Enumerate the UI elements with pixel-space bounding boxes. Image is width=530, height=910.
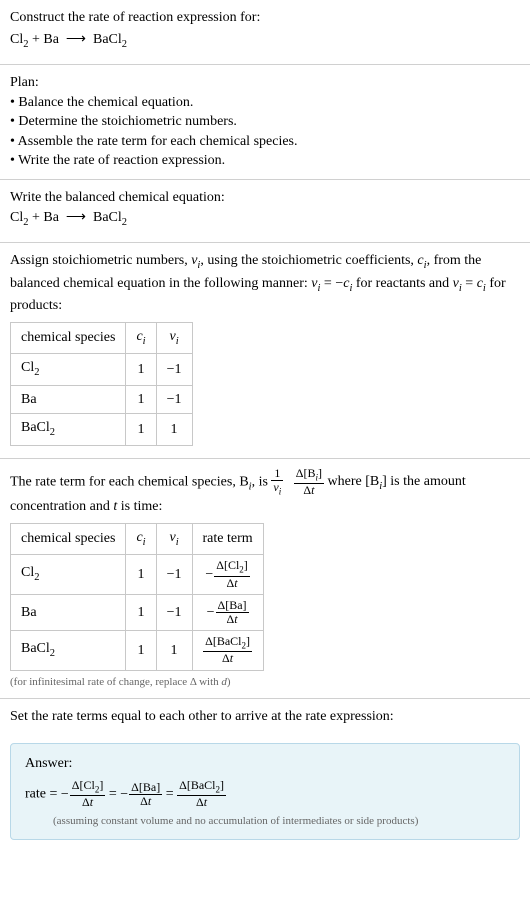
balanced-equation: Cl2 + Ba ⟶ BaCl2 bbox=[10, 208, 520, 230]
plan-item: • Assemble the rate term for each chemic… bbox=[10, 132, 520, 152]
plan-item: • Balance the chemical equation. bbox=[10, 93, 520, 113]
table-row: Cl2 1 −1 bbox=[11, 354, 193, 385]
table-row: Ba 1 −1 −Δ[Ba]Δt bbox=[11, 594, 264, 630]
cell-c: 1 bbox=[126, 354, 156, 385]
stoich-table: chemical species ci νi Cl2 1 −1 Ba 1 −1 … bbox=[10, 322, 193, 446]
table-row: chemical species ci νi rate term bbox=[11, 523, 264, 554]
cell-rate: Δ[BaCl2]Δt bbox=[192, 631, 263, 670]
header-section: Construct the rate of reaction expressio… bbox=[0, 0, 530, 65]
table-row: BaCl2 1 1 Δ[BaCl2]Δt bbox=[11, 631, 264, 670]
cell-nu: −1 bbox=[156, 555, 192, 594]
cell-nu: 1 bbox=[156, 414, 192, 445]
col-rate: rate term bbox=[192, 523, 263, 554]
cell-nu: 1 bbox=[156, 631, 192, 670]
rateterm-intro: The rate term for each chemical species,… bbox=[10, 467, 520, 517]
cell-species: Cl2 bbox=[11, 555, 126, 594]
answer-note: (assuming constant volume and no accumul… bbox=[53, 814, 505, 829]
cell-c: 1 bbox=[126, 555, 156, 594]
prompt-text: Construct the rate of reaction expressio… bbox=[10, 8, 520, 28]
header-equation: Cl2 + Ba ⟶ BaCl2 bbox=[10, 30, 520, 52]
plan-item: • Determine the stoichiometric numbers. bbox=[10, 112, 520, 132]
cell-nu: −1 bbox=[156, 385, 192, 414]
cell-c: 1 bbox=[126, 414, 156, 445]
cell-c: 1 bbox=[126, 631, 156, 670]
cell-c: 1 bbox=[126, 594, 156, 630]
rateterm-table: chemical species ci νi rate term Cl2 1 −… bbox=[10, 523, 264, 671]
table-row: Cl2 1 −1 −Δ[Cl2]Δt bbox=[11, 555, 264, 594]
rateterm-section: The rate term for each chemical species,… bbox=[0, 459, 530, 699]
balanced-section: Write the balanced chemical equation: Cl… bbox=[0, 180, 530, 243]
table-row: chemical species ci νi bbox=[11, 322, 193, 353]
cell-species: Ba bbox=[11, 385, 126, 414]
table-row: Ba 1 −1 bbox=[11, 385, 193, 414]
col-nu: νi bbox=[156, 322, 192, 353]
cell-c: 1 bbox=[126, 385, 156, 414]
plan-section: Plan: • Balance the chemical equation. •… bbox=[0, 65, 530, 180]
frac-1-over-nu: 1 νi bbox=[271, 467, 283, 497]
cell-species: Ba bbox=[11, 594, 126, 630]
frac-delta-b: Δ[Bi] Δt bbox=[294, 467, 324, 497]
answer-rate-expression: rate = −Δ[Cl2]Δt = −Δ[Ba]Δt = Δ[BaCl2]Δt bbox=[25, 779, 505, 809]
answer-box: Answer: rate = −Δ[Cl2]Δt = −Δ[Ba]Δt = Δ[… bbox=[10, 743, 520, 840]
cell-nu: −1 bbox=[156, 354, 192, 385]
plan-title: Plan: bbox=[10, 73, 520, 93]
stoich-section: Assign stoichiometric numbers, νi, using… bbox=[0, 243, 530, 459]
cell-rate: −Δ[Cl2]Δt bbox=[192, 555, 263, 594]
answer-title: Answer: bbox=[25, 754, 505, 774]
col-c: ci bbox=[126, 523, 156, 554]
col-c: ci bbox=[126, 322, 156, 353]
table-row: BaCl2 1 1 bbox=[11, 414, 193, 445]
final-intro: Set the rate terms equal to each other t… bbox=[10, 707, 520, 727]
cell-nu: −1 bbox=[156, 594, 192, 630]
cell-species: Cl2 bbox=[11, 354, 126, 385]
balanced-intro: Write the balanced chemical equation: bbox=[10, 188, 520, 208]
cell-rate: −Δ[Ba]Δt bbox=[192, 594, 263, 630]
rate-term-ba: Δ[Ba]Δt bbox=[129, 781, 162, 808]
col-species: chemical species bbox=[11, 523, 126, 554]
plan-item: • Write the rate of reaction expression. bbox=[10, 151, 520, 171]
col-nu: νi bbox=[156, 523, 192, 554]
rate-label: rate = bbox=[25, 787, 61, 802]
cell-species: BaCl2 bbox=[11, 414, 126, 445]
cell-species: BaCl2 bbox=[11, 631, 126, 670]
final-section: Set the rate terms equal to each other t… bbox=[0, 699, 530, 735]
rateterm-note: (for infinitesimal rate of change, repla… bbox=[10, 675, 520, 690]
rate-term-bacl2: Δ[BaCl2]Δt bbox=[177, 779, 226, 809]
stoich-intro: Assign stoichiometric numbers, νi, using… bbox=[10, 251, 520, 316]
rate-term-cl2: Δ[Cl2]Δt bbox=[70, 779, 106, 809]
col-species: chemical species bbox=[11, 322, 126, 353]
